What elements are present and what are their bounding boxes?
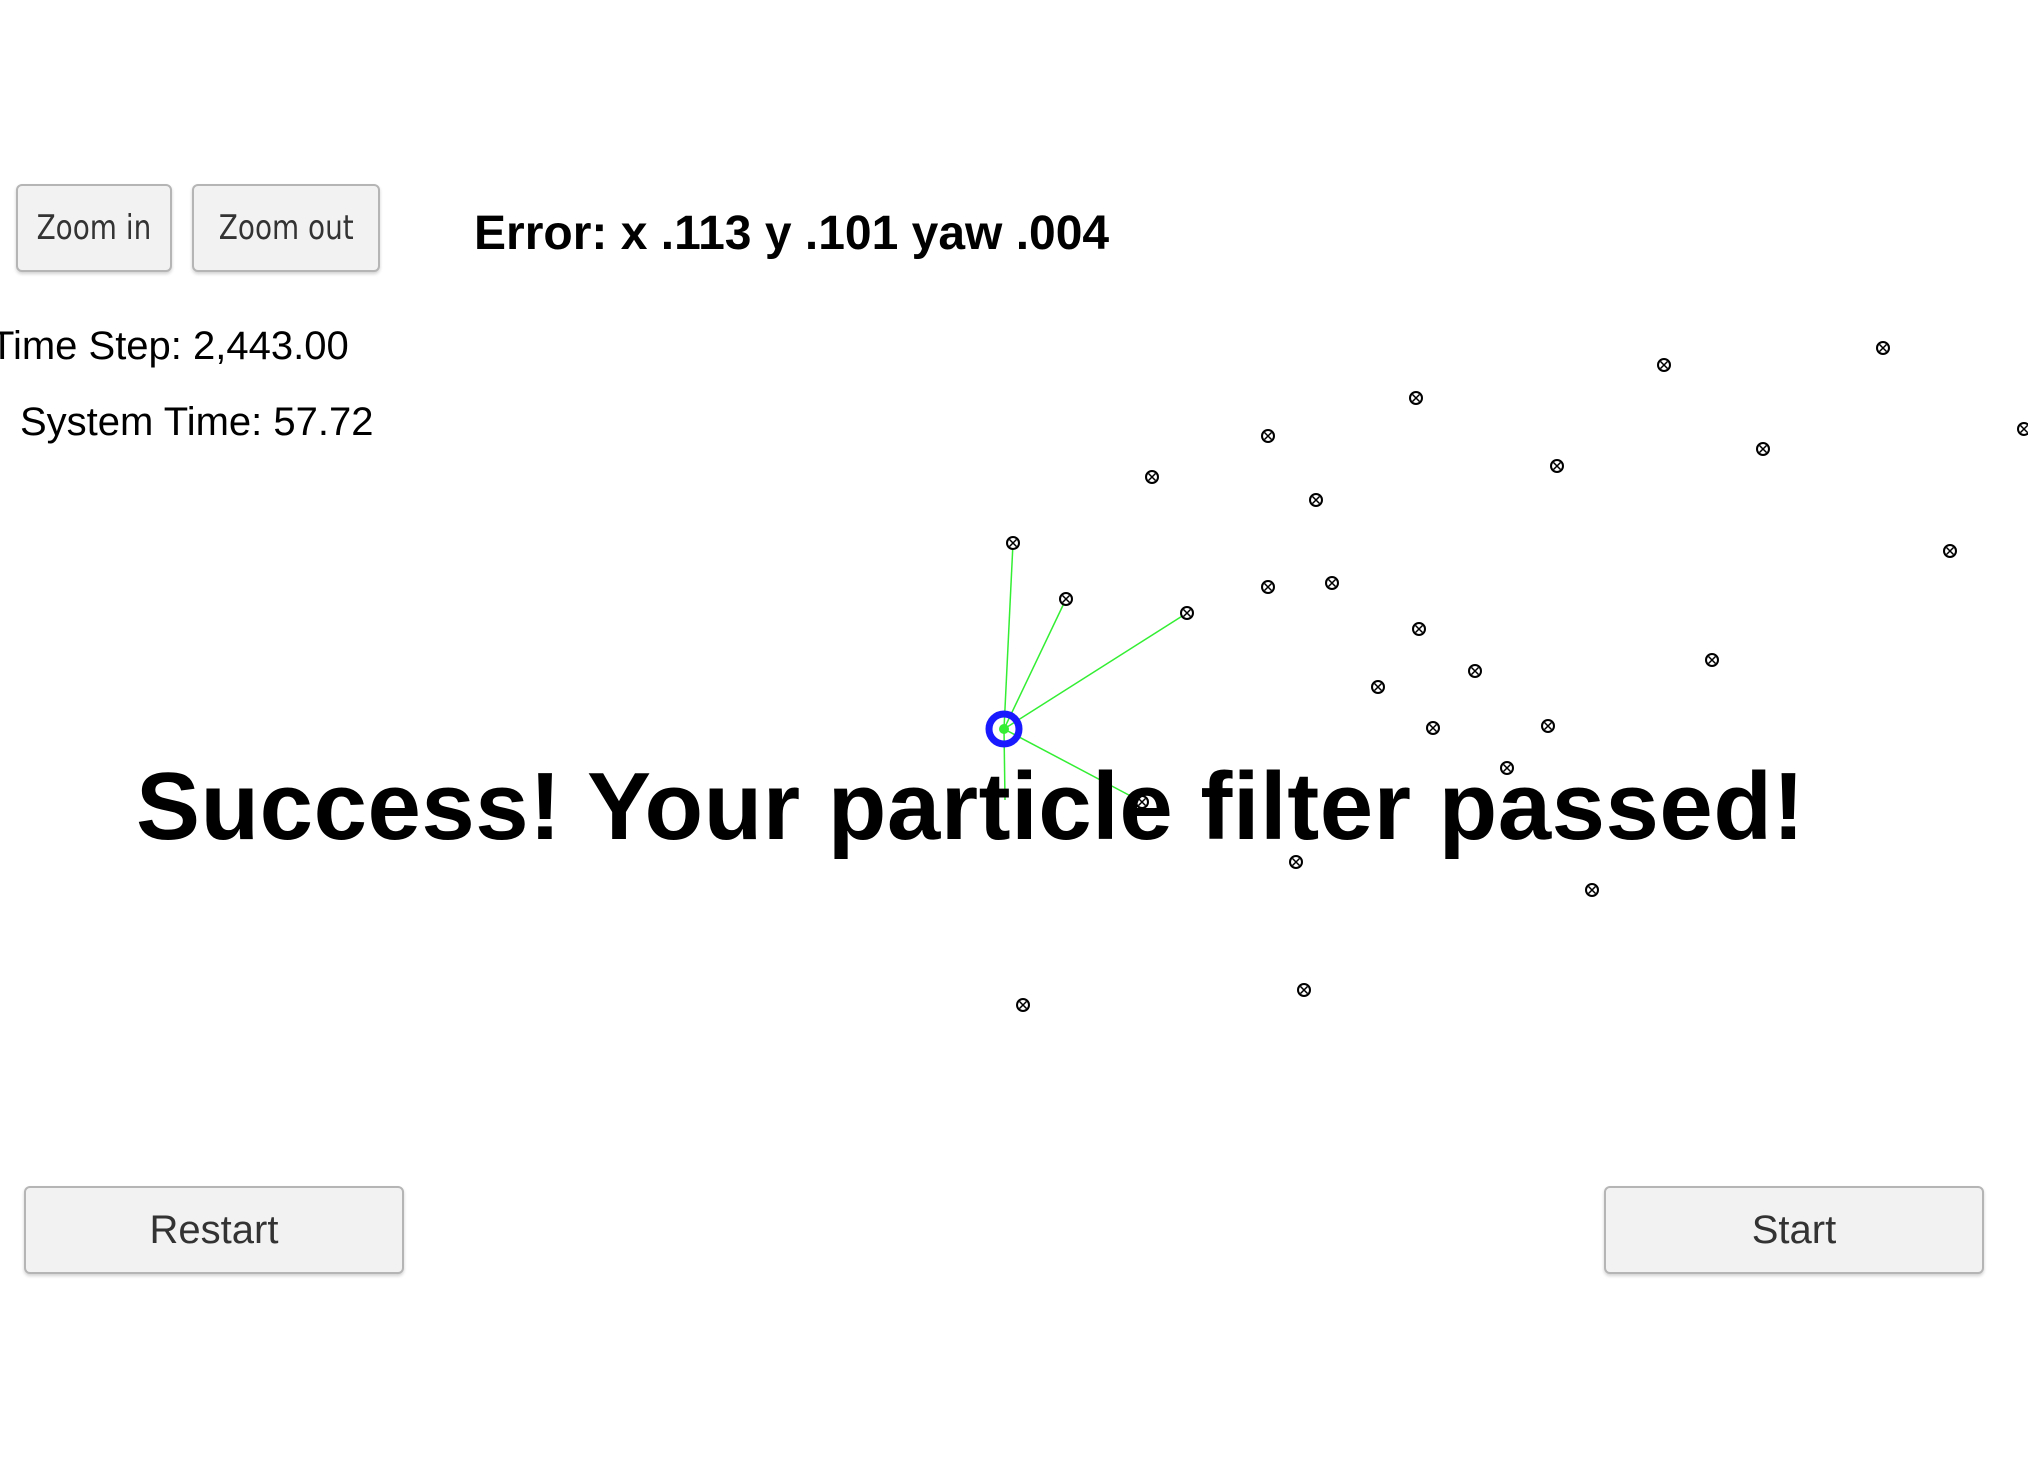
landmark-marker (1309, 493, 1323, 507)
system-time-readout: System Time: 57.72 (20, 400, 374, 444)
landmark-marker (1585, 883, 1599, 897)
observation-line (1003, 598, 1067, 730)
observation-line (1003, 542, 1014, 730)
landmark-marker (1876, 341, 1890, 355)
landmark-marker (2017, 422, 2028, 436)
start-button[interactable]: Start (1604, 1186, 1984, 1274)
landmark-marker (1325, 576, 1339, 590)
landmark-marker (1500, 761, 1514, 775)
landmark-marker (1016, 998, 1030, 1012)
observation-line (1003, 728, 1143, 803)
zoom-out-label: Zoom out (218, 208, 354, 248)
start-label: Start (1751, 1207, 1837, 1252)
success-message: Success! Your particle filter passed! (136, 753, 1805, 860)
vehicle-icon (985, 710, 1023, 748)
restart-button[interactable]: Restart (24, 1186, 404, 1274)
landmark-marker (1371, 680, 1385, 694)
landmark-marker (1468, 664, 1482, 678)
landmark-marker (1409, 391, 1423, 405)
vehicle-center-marker (999, 724, 1009, 734)
landmark-marker (1705, 653, 1719, 667)
zoom-in-button[interactable]: Zoom in (16, 184, 172, 272)
landmark-marker (1541, 719, 1555, 733)
landmark-marker (1180, 606, 1194, 620)
landmark-marker (1059, 592, 1073, 606)
restart-label: Restart (149, 1207, 279, 1252)
landmark-marker (1135, 795, 1149, 809)
landmark-marker (1006, 536, 1020, 550)
landmark-marker (1550, 459, 1564, 473)
landmark-marker (1426, 721, 1440, 735)
landmark-marker (1412, 622, 1426, 636)
landmark-marker (1297, 983, 1311, 997)
landmark-marker (1261, 429, 1275, 443)
landmark-marker (1756, 442, 1770, 456)
landmark-marker (1289, 855, 1303, 869)
observation-line (1003, 612, 1188, 730)
landmark-marker (1943, 544, 1957, 558)
landmark-marker (1261, 580, 1275, 594)
landmark-marker (1145, 470, 1159, 484)
time-step-readout: Time Step: 2,443.00 (0, 324, 349, 368)
zoom-in-label: Zoom in (36, 208, 152, 248)
zoom-out-button[interactable]: Zoom out (192, 184, 380, 272)
landmark-marker (1657, 358, 1671, 372)
error-readout: Error: x .113 y .101 yaw .004 (474, 207, 1110, 260)
